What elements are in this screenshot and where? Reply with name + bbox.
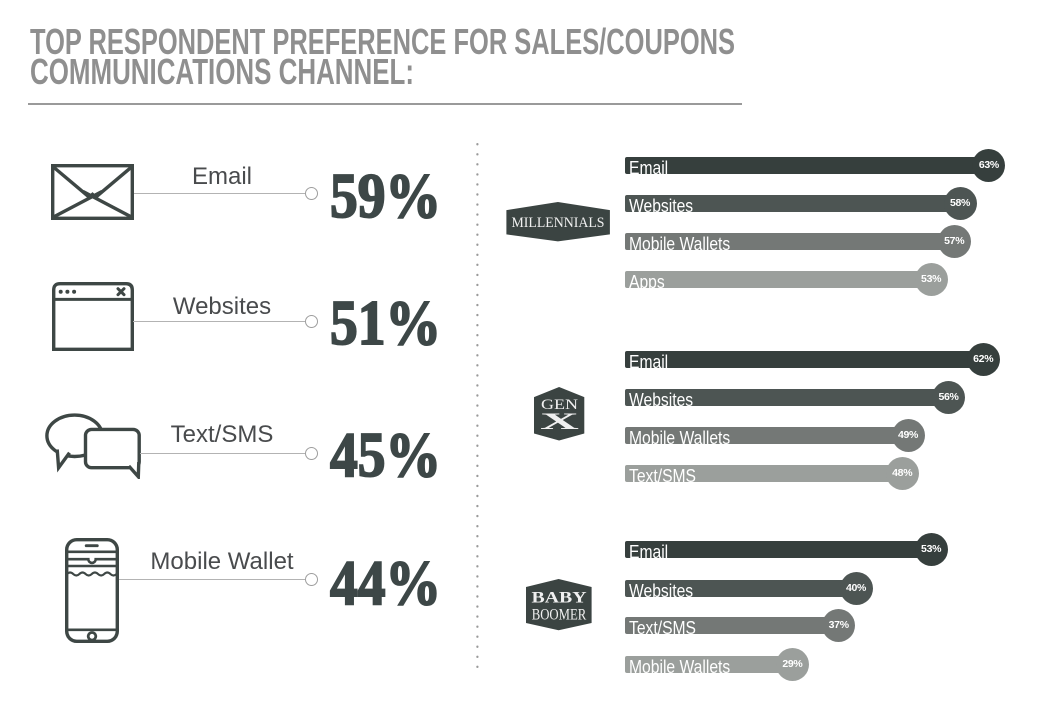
svg-text:MILLENNIALS: MILLENNIALS xyxy=(512,215,605,231)
svg-text:BOOMER: BOOMER xyxy=(532,606,587,623)
svg-text:X: X xyxy=(540,408,579,434)
svg-text:BABY: BABY xyxy=(532,589,588,606)
svg-text:GEN: GEN xyxy=(541,397,578,413)
